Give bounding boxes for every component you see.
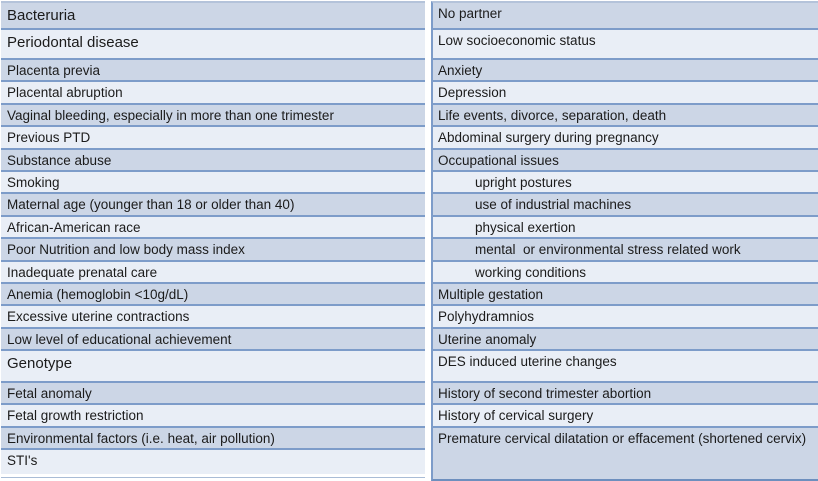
table-cell: Genotype xyxy=(7,355,73,373)
table-row: Occupational issues xyxy=(433,147,818,170)
table-cell: Inadequate prenatal care xyxy=(7,264,158,280)
table-row: upright postures xyxy=(433,169,818,193)
table-row: working conditions xyxy=(433,259,818,282)
left-column: Bacteruria Periodontal disease Placenta … xyxy=(1,1,425,478)
table-cell: DES induced uterine changes xyxy=(438,354,617,370)
table-row: Periodontal disease xyxy=(1,28,425,58)
table-cell: Occupational issues xyxy=(438,152,559,168)
table-cell: Previous PTD xyxy=(7,130,91,146)
table-row: Maternal age (younger than 18 or older t… xyxy=(1,192,425,215)
table-row: Environmental factors (i.e. heat, air po… xyxy=(1,425,425,449)
table-row: Life events, divorce, separation, death xyxy=(433,102,818,126)
table-cell: Substance abuse xyxy=(7,152,112,168)
table-row: Smoking xyxy=(1,169,425,193)
table-cell: upright postures xyxy=(475,174,572,190)
table-row: Bacteruria xyxy=(1,3,425,28)
table-cell: use of industrial machines xyxy=(475,197,632,213)
table-cell: Fetal anomaly xyxy=(7,386,92,402)
table-cell: STI's xyxy=(7,453,38,469)
table-cell: Vaginal bleeding, especially in more tha… xyxy=(7,107,334,123)
table-cell: Placenta previa xyxy=(7,63,101,78)
table-row: Abdominal surgery during pregnancy xyxy=(433,125,818,148)
table-row: Low level of educational achievement xyxy=(1,326,425,350)
table-row: Anxiety xyxy=(433,58,818,81)
table-cell: Periodontal disease xyxy=(7,34,139,51)
table-row: use of industrial machines xyxy=(433,192,818,215)
table-row: Uterine anomaly xyxy=(433,326,818,350)
table-cell: Placental abruption xyxy=(7,85,123,101)
table-cell: mental or environmental stress related w… xyxy=(475,242,741,258)
table-cell: Smoking xyxy=(7,174,60,190)
table-row: Fetal anomaly xyxy=(1,381,425,404)
table-cell: Low level of educational achievement xyxy=(7,331,232,347)
table-row: No partner xyxy=(433,3,818,28)
table-cell: Premature cervical dilatation or effacem… xyxy=(438,430,807,446)
table-cell: Depression xyxy=(438,85,507,101)
table-row: Anemia (hemoglobin <10g/dL) xyxy=(1,281,425,305)
table-cell: Multiple gestation xyxy=(438,286,544,302)
table-row: Vaginal bleeding, especially in more tha… xyxy=(1,102,425,126)
table-row: Multiple gestation xyxy=(433,281,818,305)
table-row: physical exertion xyxy=(433,214,818,238)
table-row: STI's xyxy=(1,448,425,475)
table-cell: History of second trimester abortion xyxy=(438,386,652,402)
table-row: Fetal growth restriction xyxy=(1,403,425,426)
table-cell: Low socioeconomic status xyxy=(438,33,596,48)
table-cell: Poor Nutrition and low body mass index xyxy=(7,242,245,258)
table-row: Previous PTD xyxy=(1,125,425,148)
table-cell: Fetal growth restriction xyxy=(7,408,144,424)
table-row: Depression xyxy=(433,80,818,103)
right-column: No partner Low socioeconomic status Anxi… xyxy=(431,1,818,481)
table-row: African-American race xyxy=(1,214,425,238)
table-row: DES induced uterine changes xyxy=(433,349,818,382)
table-cell: Abdominal surgery during pregnancy xyxy=(438,130,659,146)
table-cell: No partner xyxy=(438,6,502,21)
table-cell: physical exertion xyxy=(475,219,576,235)
table-cell: Environmental factors (i.e. heat, air po… xyxy=(7,430,275,446)
table-row: Excessive uterine contractions xyxy=(1,304,425,327)
table-cell: Anxiety xyxy=(438,63,483,78)
table-cell: African-American race xyxy=(7,219,141,235)
table-row: Polyhydramnios xyxy=(433,304,818,327)
table-row: Substance abuse xyxy=(1,147,425,170)
table-cell: Polyhydramnios xyxy=(438,309,535,325)
table-row: Low socioeconomic status xyxy=(433,28,818,58)
table-row: Inadequate prenatal care xyxy=(1,259,425,282)
table-row: Placenta previa xyxy=(1,58,425,81)
table-row: Genotype xyxy=(1,349,425,382)
table-cell: Life events, divorce, separation, death xyxy=(438,107,667,123)
column-divider-gap xyxy=(425,1,431,481)
table-cell: History of cervical surgery xyxy=(438,408,594,424)
table-cell: Bacteruria xyxy=(7,7,76,24)
table-row: mental or environmental stress related w… xyxy=(433,237,818,260)
table-row: Poor Nutrition and low body mass index xyxy=(1,237,425,260)
table-cell: Maternal age (younger than 18 or older t… xyxy=(7,197,295,213)
table-cell: Excessive uterine contractions xyxy=(7,309,190,325)
table-row-merged: Premature cervical dilatation or effacem… xyxy=(433,425,818,479)
table-cell: Anemia (hemoglobin <10g/dL) xyxy=(7,286,189,302)
table-cell: working conditions xyxy=(475,264,587,280)
table-row: Placental abruption xyxy=(1,80,425,103)
table-row: History of cervical surgery xyxy=(433,403,818,426)
table-row: History of second trimester abortion xyxy=(433,381,818,404)
table-cell: Uterine anomaly xyxy=(438,331,537,347)
